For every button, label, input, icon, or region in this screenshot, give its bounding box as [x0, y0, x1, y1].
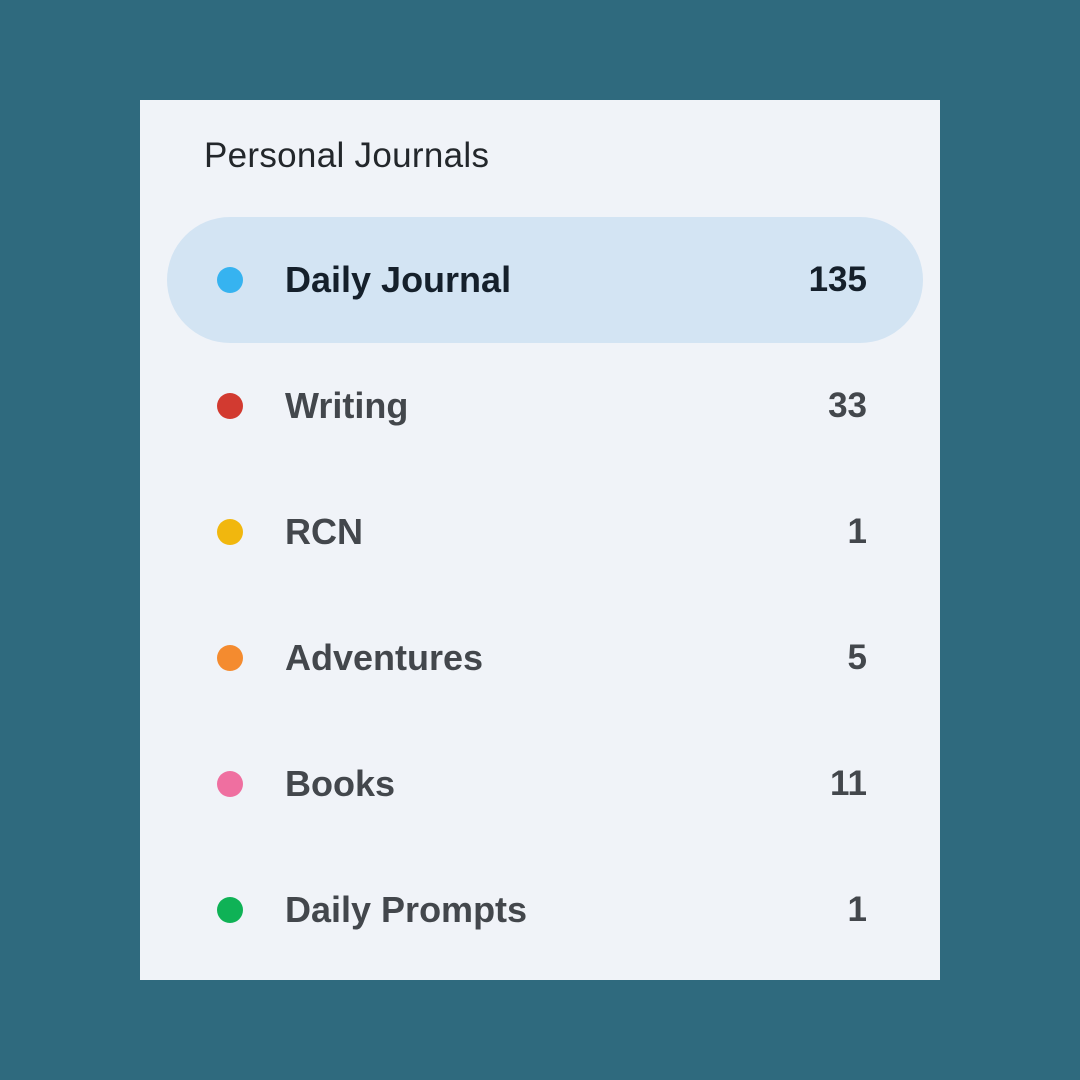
- section-title: Personal Journals: [204, 136, 490, 175]
- journal-name: Adventures: [285, 637, 484, 678]
- journal-name: Daily Journal: [285, 259, 512, 300]
- journal-item-daily-journal[interactable]: Daily Journal 135: [167, 217, 923, 343]
- journal-color-dot-icon: [217, 393, 243, 419]
- journal-name: RCN: [285, 511, 363, 552]
- journal-item-adventures[interactable]: Adventures 5: [167, 595, 923, 721]
- entry-count: 5: [847, 638, 867, 677]
- journal-name: Books: [285, 763, 396, 804]
- journal-name: Writing: [285, 385, 409, 426]
- journal-color-dot-icon: [217, 897, 243, 923]
- journal-color-dot-icon: [217, 645, 243, 671]
- entry-count: 135: [808, 260, 867, 299]
- journal-color-dot-icon: [217, 519, 243, 545]
- journal-item-writing[interactable]: Writing 33: [167, 343, 923, 469]
- journal-item-rcn[interactable]: RCN 1: [167, 469, 923, 595]
- journal-item-books[interactable]: Books 11: [167, 721, 923, 847]
- journal-color-dot-icon: [217, 267, 243, 293]
- journal-list: Daily Journal 135 Writing 33 RCN 1 Adven…: [167, 217, 923, 973]
- entry-count: 11: [830, 764, 867, 803]
- journals-panel: Personal Journals Daily Journal 135 Writ…: [140, 100, 940, 980]
- journal-item-daily-prompts[interactable]: Daily Prompts 1: [167, 847, 923, 973]
- entry-count: 1: [847, 512, 867, 551]
- journal-color-dot-icon: [217, 771, 243, 797]
- entry-count: 1: [847, 890, 867, 929]
- entry-count: 33: [828, 386, 867, 425]
- journal-name: Daily Prompts: [285, 889, 528, 930]
